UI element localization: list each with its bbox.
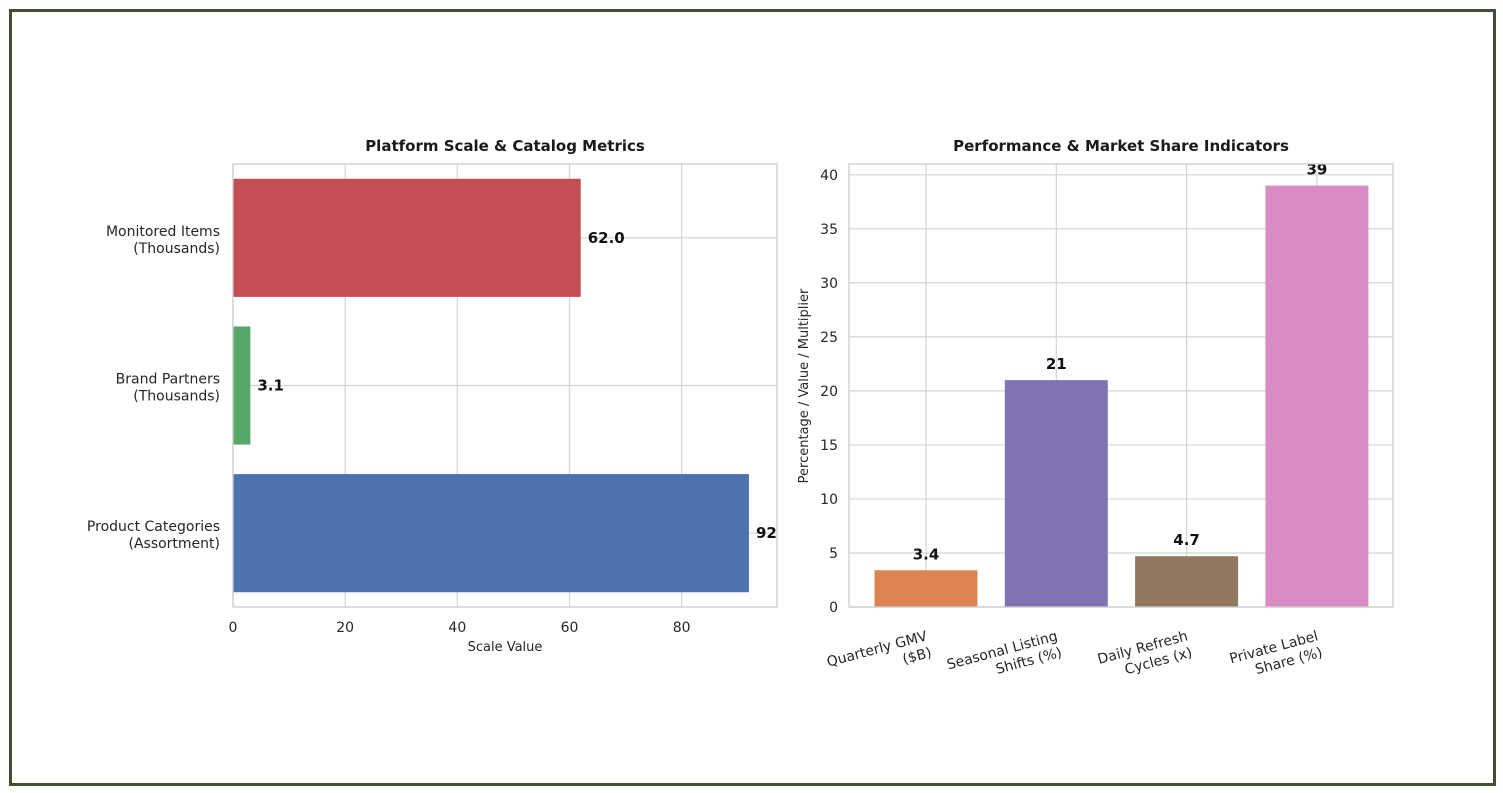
chart-left: Platform Scale & Catalog Metrics 62.0 3.1… [87, 137, 778, 655]
left-category-label-line: (Assortment) [128, 536, 220, 552]
left-data-labels: 62.0 3.1 92 [257, 229, 776, 542]
right-category-label: Private LabelShare (%) [1228, 628, 1324, 683]
right-bar [1135, 556, 1239, 607]
left-x-tick-label: 60 [561, 620, 579, 636]
right-y-tick-label: 30 [820, 276, 838, 292]
right-data-label: 21 [1046, 355, 1067, 373]
left-category-label: Monitored Items (Thousands) [106, 224, 220, 257]
right-category-label: Daily RefreshCycles (x) [1096, 628, 1194, 684]
right-data-label: 39 [1306, 161, 1327, 179]
left-category-label: Product Categories (Assortment) [87, 519, 220, 552]
right-plot-border [848, 163, 1394, 608]
right-category-label-line: ($B) [901, 645, 934, 668]
left-category-label-line: (Thousands) [133, 241, 220, 257]
left-x-tick-labels: 0 20 40 60 80 [229, 620, 691, 636]
right-bar [1004, 380, 1108, 607]
right-y-tick-label: 35 [820, 222, 838, 238]
left-x-tick-label: 80 [673, 620, 691, 636]
right-bar [874, 570, 978, 607]
right-category-labels: Quarterly GMV($B) Seasonal ListingShifts … [825, 628, 1324, 689]
right-y-tick-label: 15 [820, 438, 838, 454]
left-bars [233, 178, 749, 593]
right-y-axis-label: Percentage / Value / Multiplier [797, 288, 812, 483]
right-y-tick-label: 40 [820, 168, 838, 184]
left-category-label-line: Product Categories [87, 519, 220, 535]
left-bar [233, 326, 251, 445]
left-x-tick-label: 20 [336, 620, 354, 636]
right-y-tick-label: 0 [829, 600, 838, 616]
left-category-labels: Monitored Items (Thousands)Brand Partners… [87, 224, 220, 552]
left-category-label-line: Monitored Items [106, 224, 220, 240]
left-x-tick-label: 0 [229, 620, 238, 636]
left-x-axis-label: Scale Value [468, 640, 543, 655]
figure-frame [9, 9, 1496, 786]
left-data-label: 92 [756, 524, 777, 542]
right-chart-title: Performance & Market Share Indicators [953, 137, 1289, 155]
right-y-tick-labels: 0 5 10 15 20 25 30 35 40 [820, 168, 838, 616]
right-data-label: 3.4 [913, 545, 940, 563]
right-bars [874, 185, 1369, 608]
left-plot-border [232, 163, 778, 608]
left-data-label: 3.1 [257, 377, 284, 395]
right-data-labels: 3.4 21 4.7 39 [913, 161, 1328, 564]
right-data-label: 4.7 [1173, 531, 1200, 549]
left-bar [233, 178, 581, 297]
left-data-label: 62.0 [588, 229, 625, 247]
left-category-label: Brand Partners (Thousands) [116, 372, 220, 405]
right-bar [1265, 185, 1369, 608]
right-y-tick-label: 20 [820, 384, 838, 400]
left-category-label-line: Brand Partners [116, 372, 220, 388]
right-category-label: Quarterly GMV($B) [825, 628, 934, 687]
left-x-tick-label: 40 [448, 620, 466, 636]
right-y-tick-label: 10 [820, 492, 838, 508]
chart-right: Performance & Market Share Indicators 3.… [797, 137, 1394, 689]
right-category-label: Seasonal ListingShifts (%) [945, 628, 1064, 689]
right-y-tick-label: 5 [829, 546, 838, 562]
left-category-label-line: (Thousands) [133, 389, 220, 405]
left-bar [233, 474, 749, 593]
left-chart-title: Platform Scale & Catalog Metrics [365, 137, 645, 155]
right-y-tick-label: 25 [820, 330, 838, 346]
